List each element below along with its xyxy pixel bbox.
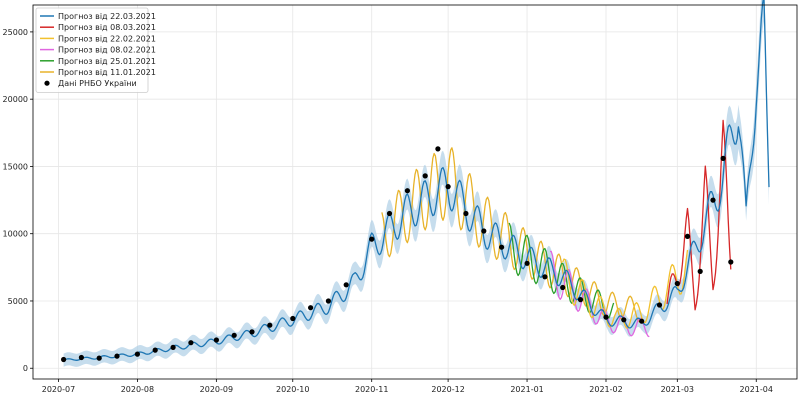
observed-point [188,340,194,346]
legend-label: Прогноз від 11.01.2021 [58,68,156,77]
observed-point [231,332,237,338]
observed-point [445,184,451,190]
observed-point [710,197,716,203]
observed-point [621,317,627,323]
observed-point [656,302,663,308]
observed-point [560,284,566,291]
forecast-line [508,222,615,321]
observed-point [325,298,331,304]
x-tick-label: 2021-02 [589,385,622,394]
observed-point [213,337,219,343]
x-axis-ticks: 2020-07 2020-08 2020-09 2020-10 2020-11 2020-… [42,379,773,394]
observed-point [577,297,584,303]
x-tick-label: 2020-12 [431,385,464,394]
observed-point [481,228,487,234]
observed-point [542,274,548,280]
observed-point [684,233,691,239]
forecast-line [63,0,770,361]
observed-point [96,355,102,361]
observed-point [728,259,734,265]
legend-label: Дані РНБО України [58,79,137,88]
observed-point [697,268,703,274]
forecast-line [549,250,650,338]
legend-marker [44,80,50,86]
observed-point [463,210,469,217]
observed-point [308,305,314,311]
x-tick-label: 2021-04 [740,385,773,394]
plot-frame [32,4,798,380]
x-tick-label: 2021-03 [661,385,694,394]
y-axis-ticks: 0 5000 10000 15000 20000 25000 [3,28,33,373]
observed-point [603,314,609,320]
forecast-line [381,147,643,323]
legend-label: Прогноз від 22.02.2021 [58,34,156,43]
legend-label: Прогноз від 22.03.2021 [58,12,156,21]
x-tick-label: 2020-08 [121,385,154,394]
observed-points-layer [61,146,734,363]
observed-point [114,353,120,359]
y-tick-label: 15000 [3,162,28,171]
legend-label: Прогноз від 08.03.2021 [58,23,156,32]
y-tick-label: 0 [23,364,28,373]
x-tick-label: 2020-09 [200,385,233,394]
observed-point [369,236,375,242]
observed-point [422,173,428,179]
observed-point [435,146,441,152]
observed-point [249,329,255,335]
observed-point [386,210,393,217]
observed-point [404,188,410,194]
observed-point [674,280,680,287]
legend-box [35,7,149,93]
observed-point [134,351,140,357]
x-tick-label: 2020-11 [355,385,388,394]
observed-point [170,344,176,350]
observed-point [78,354,84,361]
y-tick-label: 25000 [3,28,28,37]
legend-label: Прогноз від 25.01.2021 [58,57,156,66]
x-tick-label: 2021-01 [510,385,543,394]
legend-label: Прогноз від 08.02.2021 [58,46,156,55]
legend: Прогноз від 22.03.2021 Прогноз від 08.03.… [35,7,156,93]
y-tick-label: 10000 [3,230,28,239]
observed-point [343,282,349,288]
x-tick-label: 2020-07 [42,385,75,394]
observed-point [720,155,726,161]
forecast-line [562,249,689,329]
observed-point [524,260,530,266]
observed-point [499,244,505,250]
observed-point [290,315,296,322]
x-tick-label: 2020-10 [276,385,309,394]
observed-point [639,318,645,324]
observed-point [152,347,158,353]
y-tick-label: 20000 [3,95,28,104]
observed-point [267,322,273,328]
y-tick-label: 5000 [8,297,28,306]
observed-point [61,356,67,363]
